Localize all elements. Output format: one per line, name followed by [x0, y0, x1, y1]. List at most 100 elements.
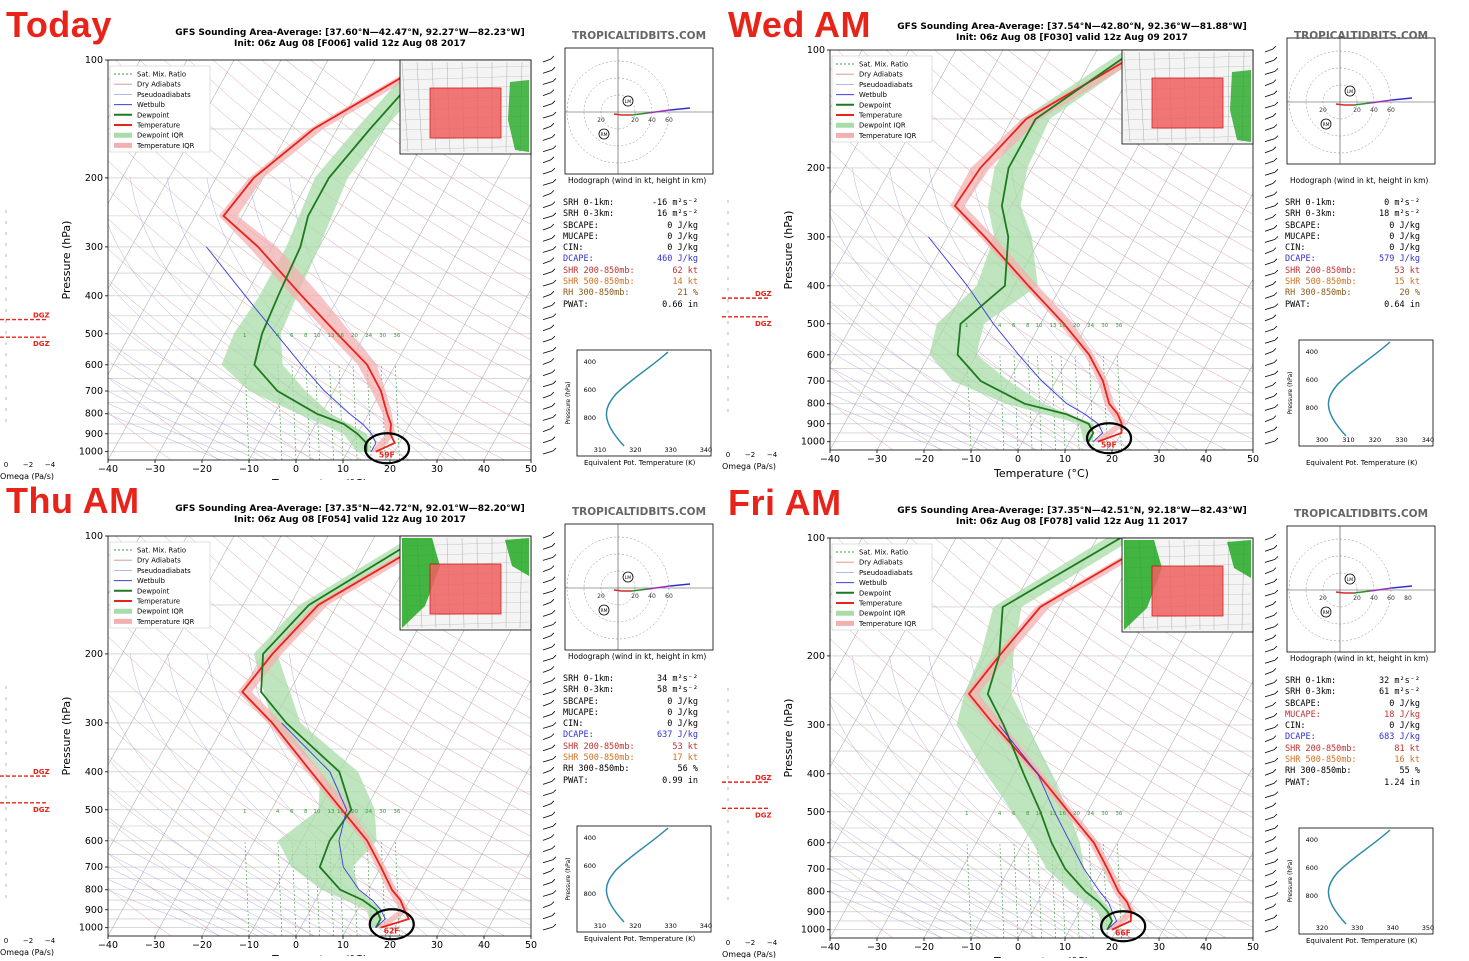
wind-barb [542, 688, 557, 696]
dgz-label: DGZ [33, 806, 50, 814]
y-axis-label: Pressure (hPa) [60, 221, 73, 300]
wind-barb [542, 565, 555, 572]
pseudoadiabat [108, 699, 372, 936]
hodograph-tick: 40 [1370, 595, 1378, 602]
pseudoadiabat [830, 701, 1094, 938]
wind-barb [542, 789, 557, 796]
hodograph-rm-label: RM [600, 608, 607, 614]
map-state-line [1123, 55, 1252, 61]
wind-barb [542, 643, 556, 651]
param-label: DCAPE: [1285, 254, 1316, 265]
param-row: SRH 0-1km: -16 m²s⁻² [563, 198, 698, 209]
title-line-1: GFS Sounding Area-Average: [37.60°N—42.4… [175, 28, 525, 38]
ept-xtick: 300 [1316, 436, 1328, 444]
ept-ytick: 800 [584, 414, 596, 422]
wind-barb [1264, 892, 1279, 899]
map-state-line [505, 61, 508, 153]
temperature-profile [953, 50, 1145, 443]
wind-barb [542, 246, 557, 253]
wind-barb [542, 654, 557, 662]
temperature-iqr-band [950, 50, 1154, 442]
title-line-2: Init: 06z Aug 08 [F030] valid 12z Aug 09… [956, 33, 1188, 43]
omega-tick-label: −2 [23, 937, 33, 945]
wind-barb [542, 744, 556, 752]
param-value: 0 J/kg [667, 231, 698, 242]
param-row: PWAT: 0.66 in [563, 300, 698, 311]
dry-adiabat [108, 377, 219, 460]
wind-barb [1264, 180, 1277, 187]
pseudoadiabat [830, 881, 962, 938]
wind-barb [1264, 381, 1277, 389]
isotherm-line [923, 50, 1145, 450]
omega-tick-label: 0 [4, 461, 8, 469]
wind-barb [1264, 679, 1278, 686]
dry-adiabat [261, 536, 531, 719]
wind-barb [542, 755, 557, 763]
dry-adiabat [830, 401, 894, 450]
param-row: SBCAPE: 0 J/kg [1285, 699, 1420, 710]
param-value: 81 kt [1394, 743, 1420, 754]
dry-adiabat [910, 50, 1253, 290]
dry-adiabat [212, 60, 531, 281]
x-tick-label: 0 [1015, 942, 1021, 953]
ept-xtick: 320 [629, 446, 641, 454]
wind-barb [542, 369, 556, 376]
dry-adiabat [934, 538, 1253, 759]
param-row: DCAPE: 637 J/kg [563, 730, 698, 741]
ept-ylabel: Pressure (hPa) [1287, 371, 1294, 414]
dry-adiabat [108, 787, 315, 936]
ept-plot: 400 600 800 310 320 330 340 Pressure (hPa) [565, 349, 712, 457]
mixing-ratio-label: 30 [379, 809, 386, 815]
ept-line [605, 827, 669, 923]
wind-barb [542, 212, 557, 220]
ept-xtick: 330 [664, 446, 676, 454]
dry-adiabat [212, 536, 531, 757]
ept-caption: Equivalent Pot. Temperature (K) [584, 459, 696, 467]
wind-barb [1264, 191, 1278, 198]
hodograph-trace-low [613, 589, 632, 592]
mixing-ratio-label: 24 [365, 809, 372, 815]
pseudoadiabat [830, 330, 1037, 450]
dry-adiabat [886, 50, 1253, 310]
ept-xtick: 320 [1316, 924, 1328, 932]
wind-barb [1264, 578, 1278, 586]
param-label: SHR 200-850mb: [563, 741, 635, 752]
hodograph-rm-marker [1320, 118, 1332, 130]
wind-barb [1264, 813, 1278, 821]
param-value: 460 J/kg [657, 254, 698, 265]
mixing-ratio-label: 10 [313, 333, 320, 339]
wind-barb [1264, 224, 1278, 232]
dry-adiabat [108, 755, 362, 936]
wind-barb [1264, 612, 1278, 619]
x-tick-label: 50 [1247, 942, 1259, 953]
skewt-figure: 1 4 6 8 10 13 16 20 24 30 3666F1002003004005006007… [722, 525, 1436, 958]
dry-adiabat [164, 60, 531, 320]
omega-label: Omega (Pa/s) [722, 462, 776, 471]
legend-label: Wetbulb [859, 91, 887, 99]
param-row: SRH 0-1km: 32 m²s⁻² [1285, 676, 1420, 687]
temperature-iqr-band [218, 60, 441, 452]
hodograph-frame [564, 523, 714, 651]
x-tick-label: 30 [431, 464, 443, 475]
param-label: SHR 500-850mb: [1285, 277, 1357, 288]
param-label: SBCAPE: [1285, 698, 1321, 709]
param-value: 637 J/kg [657, 730, 698, 741]
dry-adiabat [959, 538, 1253, 740]
ept-ytick: 600 [584, 386, 596, 394]
pseudoadiabat [108, 377, 278, 460]
ept-line [1327, 341, 1391, 437]
wind-barb [542, 134, 556, 141]
hodograph-tick: 20 [597, 593, 605, 600]
hodograph-rm-label: RM [1322, 122, 1329, 128]
dry-adiabat [108, 218, 458, 460]
title-line-2: Init: 06z Aug 08 [F006] valid 12z Aug 08… [234, 39, 466, 49]
legend: Sat. Mix. Ratio Dry Adiabats Pseudoadiabat… [109, 541, 211, 629]
param-label: MUCAPE: [1285, 231, 1321, 242]
wind-barb [542, 234, 556, 242]
hodograph-trace-upper [1369, 587, 1393, 592]
param-row: MUCAPE: 0 J/kg [563, 232, 698, 243]
wetbulb-profile [206, 246, 377, 452]
param-label: SHR 500-850mb: [563, 753, 635, 764]
y-tick-label: 1000 [79, 923, 103, 934]
param-label: PWAT: [1285, 777, 1311, 788]
